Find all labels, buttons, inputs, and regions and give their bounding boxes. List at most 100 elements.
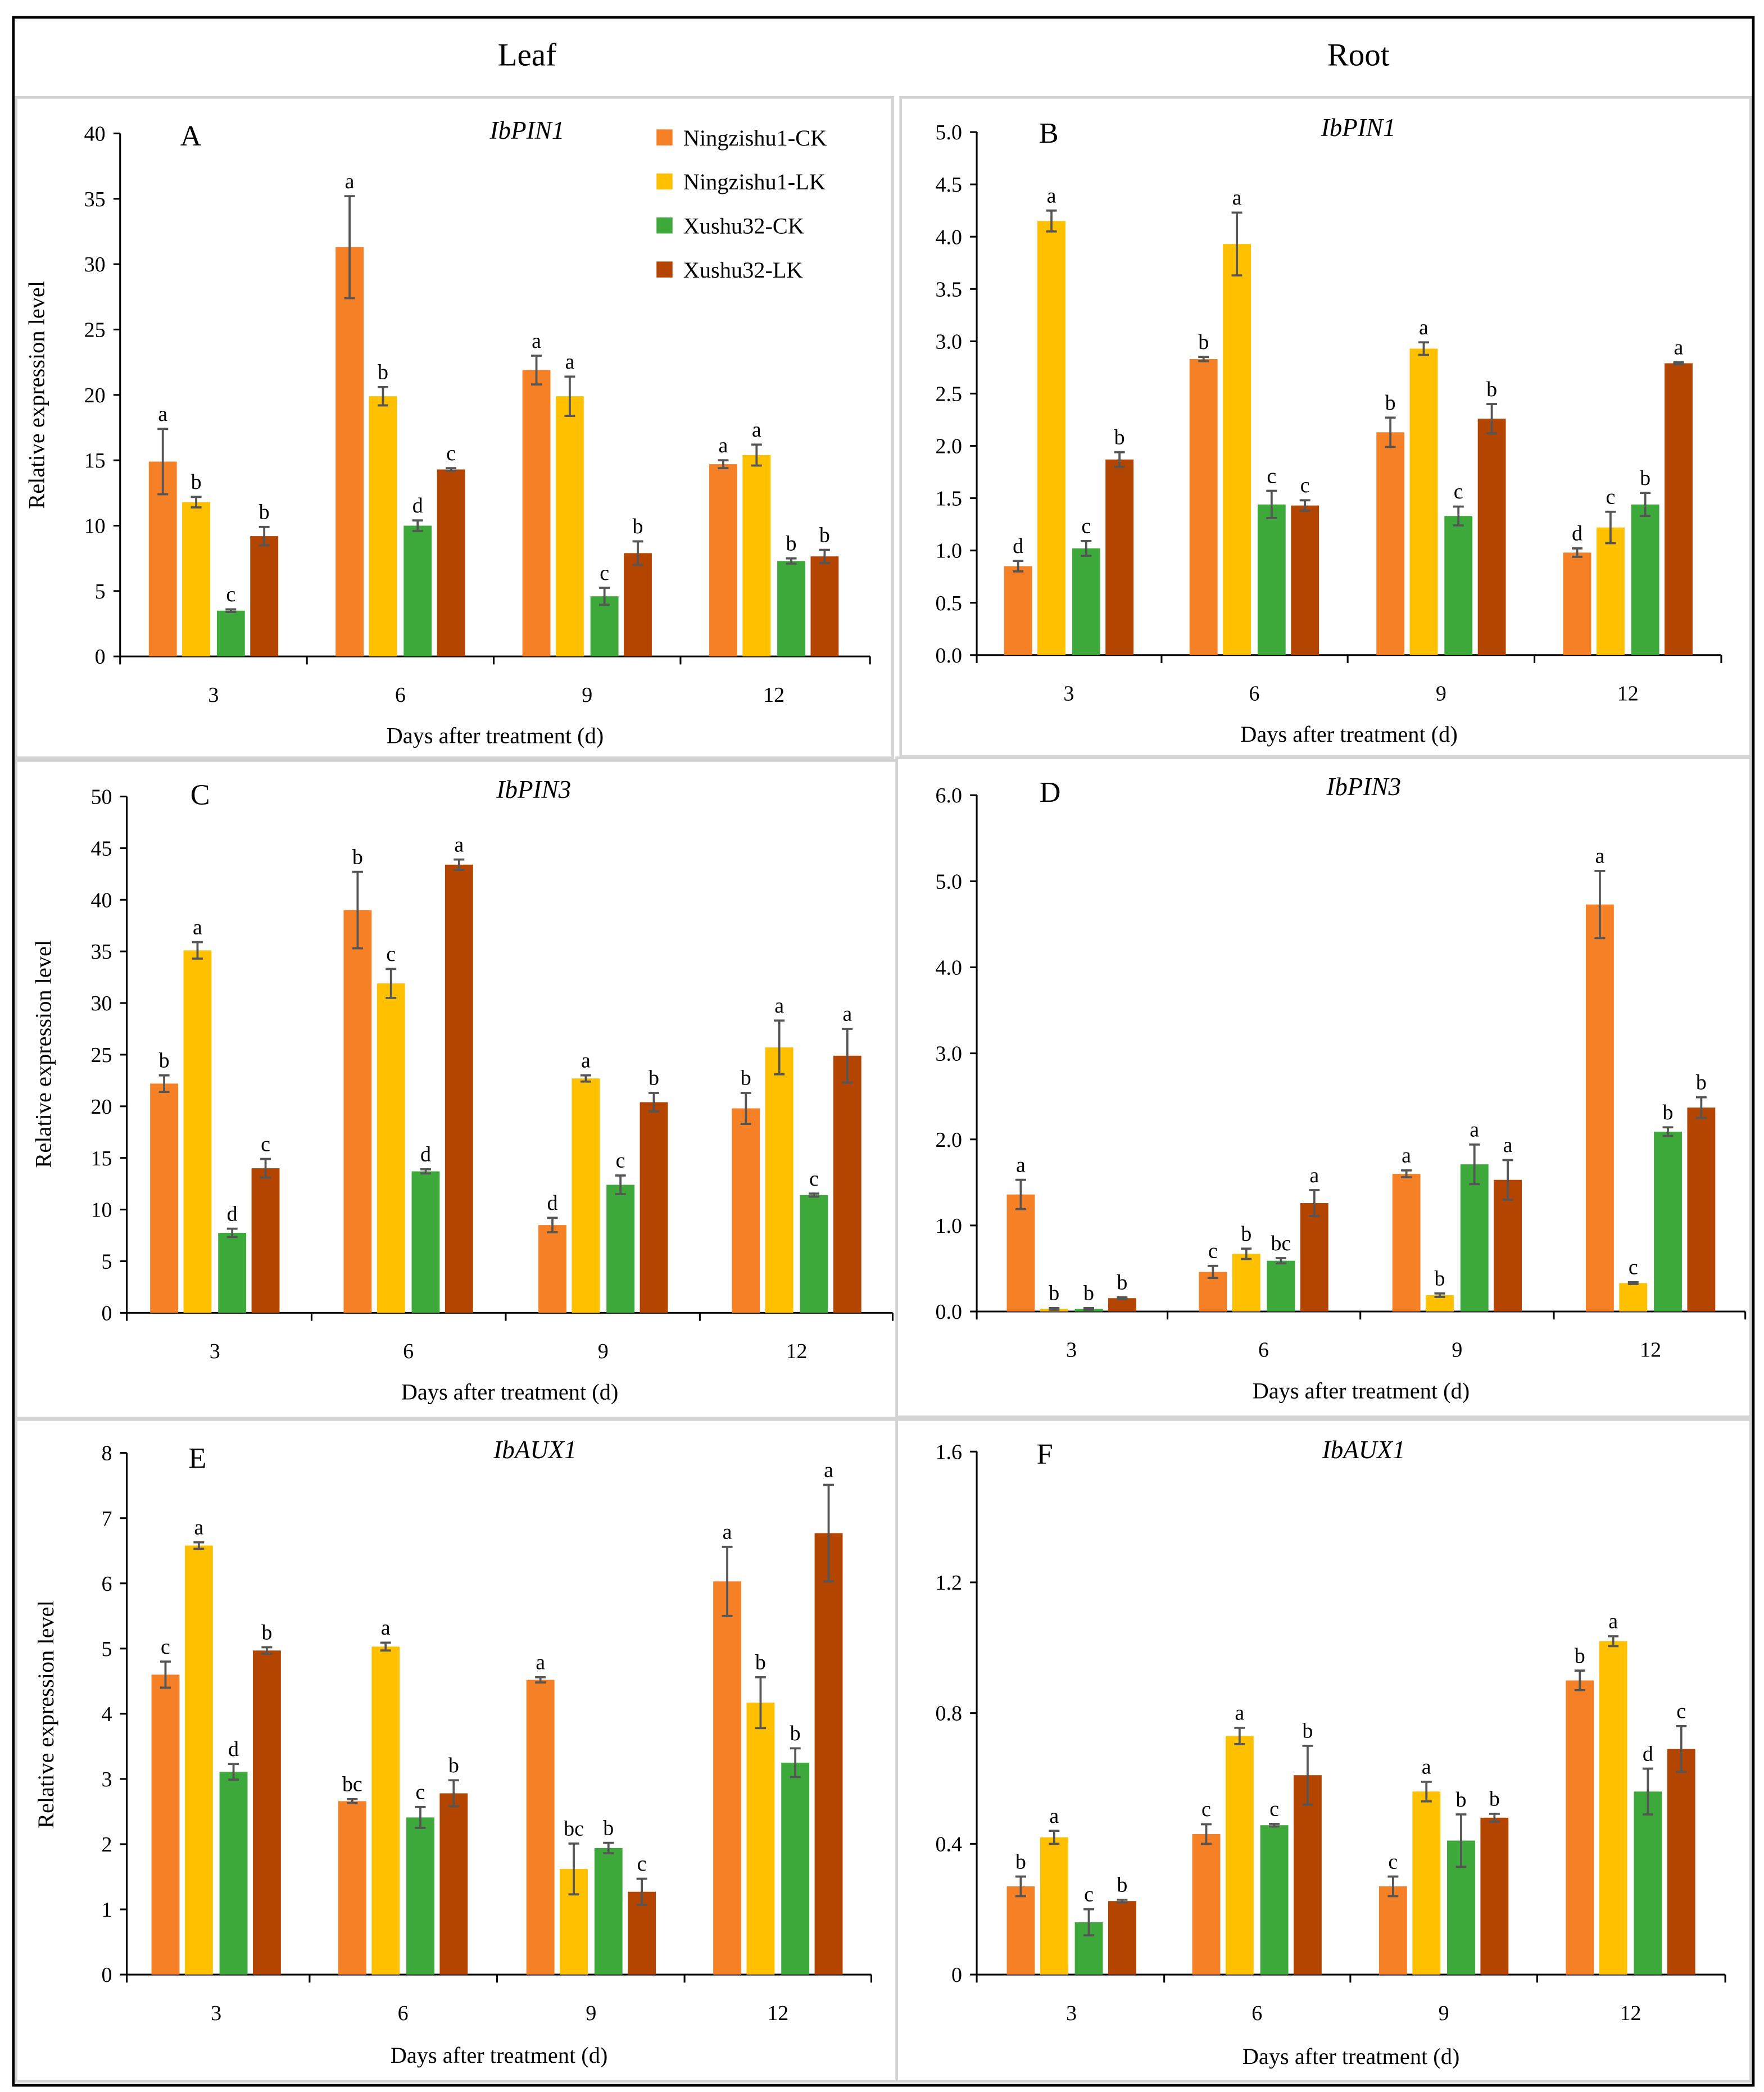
panel-letter: F <box>1037 1438 1053 1471</box>
bar-xushu32-ck-day12 <box>781 1762 810 1975</box>
significance-letter: c <box>1208 1240 1218 1263</box>
significance-letter: a <box>581 1049 591 1072</box>
bar-ningzishu1-lk-day12 <box>765 1047 793 1313</box>
significance-letter: b <box>1241 1222 1251 1246</box>
gene-title: IbPIN1 <box>1321 114 1396 142</box>
x-axis-title: Days after treatment (d) <box>401 1379 619 1405</box>
bar-ningzishu1-ck-day12 <box>1563 552 1591 655</box>
x-tick-label: 3 <box>1066 1338 1077 1362</box>
x-tick-label: 9 <box>598 1340 609 1363</box>
y-tick-label: 4.5 <box>935 173 962 197</box>
significance-letter: d <box>227 1202 238 1226</box>
y-tick-label: 0.4 <box>935 1832 962 1856</box>
significance-letter: b <box>1696 1070 1707 1094</box>
legend-label: Ningzishu1-CK <box>683 125 827 151</box>
bar-xushu32-ck-day3 <box>216 610 245 657</box>
significance-letter: bc <box>1271 1232 1291 1255</box>
x-tick-label: 9 <box>586 2002 596 2025</box>
y-tick-label: 4 <box>102 1703 112 1726</box>
y-tick-label: 1.6 <box>935 1440 962 1464</box>
significance-letter: b <box>448 1754 459 1777</box>
significance-letter: b <box>1198 330 1209 354</box>
significance-letter: d <box>228 1737 239 1761</box>
y-tick-label: 1.5 <box>935 487 962 511</box>
x-tick-label: 6 <box>1258 1338 1269 1362</box>
y-tick-label: 6.0 <box>935 784 962 807</box>
y-tick-label: 0 <box>95 645 106 669</box>
significance-letter: b <box>1117 1270 1127 1294</box>
x-tick-label: 6 <box>403 1340 414 1363</box>
significance-letter: a <box>532 329 541 353</box>
bar-ningzishu1-lk-day6 <box>1223 244 1251 655</box>
bar-ningzishu1-ck-day12 <box>709 464 737 657</box>
y-axis-title: Relative expression level <box>30 940 56 1168</box>
bar-ningzishu1-lk-day3 <box>183 950 212 1313</box>
significance-letter: a <box>1422 1755 1431 1779</box>
y-tick-label: 2.5 <box>935 382 962 406</box>
bar-xushu32-lk-day3 <box>1105 459 1134 655</box>
bar-xushu32-ck-day3 <box>219 1772 248 1975</box>
x-tick-label: 6 <box>398 2002 409 2025</box>
bar-ningzishu1-ck-day6 <box>343 910 372 1313</box>
bar-ningzishu1-lk-day9 <box>555 396 584 657</box>
y-tick-label: 15 <box>84 449 106 473</box>
bar-xushu32-ck-day9 <box>590 596 619 657</box>
bar-ningzishu1-ck-day9 <box>1378 1886 1407 1975</box>
bar-ningzishu1-lk-day3 <box>1040 1837 1068 1975</box>
significance-letter: b <box>786 532 797 555</box>
y-tick-label: 20 <box>84 384 106 407</box>
panel-letter: E <box>188 1442 206 1474</box>
y-tick-label: 0 <box>102 1301 112 1325</box>
bar-ningzishu1-ck-day3 <box>1006 1886 1035 1975</box>
bar-xushu32-ck-day3 <box>218 1232 247 1313</box>
y-tick-label: 35 <box>84 188 106 211</box>
bar-xushu32-lk-day3 <box>250 536 279 657</box>
bar-ningzishu1-ck-day12 <box>713 1581 742 1975</box>
y-tick-label: 3.0 <box>935 330 962 353</box>
significance-letter: a <box>194 1515 203 1539</box>
bar-ningzishu1-lk-day9 <box>572 1078 600 1313</box>
panel-letter: C <box>191 779 210 811</box>
significance-letter: a <box>752 418 761 442</box>
significance-letter: b <box>1114 425 1125 449</box>
bar-xushu32-ck-day9 <box>606 1185 635 1313</box>
significance-letter: c <box>226 583 235 606</box>
bar-ningzishu1-lk-day12 <box>1619 1283 1648 1312</box>
x-axis-title: Days after treatment (d) <box>391 2043 608 2068</box>
bar-xushu32-ck-day6 <box>1257 504 1286 655</box>
significance-letter: a <box>193 915 202 939</box>
significance-letter: b <box>755 1651 766 1674</box>
bar-ningzishu1-lk-day12 <box>1596 527 1625 655</box>
y-tick-label: 2.0 <box>935 435 962 459</box>
y-tick-label: 5.0 <box>935 870 962 893</box>
significance-letter: b <box>352 845 363 869</box>
gene-title: IbPIN1 <box>489 116 565 144</box>
bar-ningzishu1-lk-day6 <box>377 983 405 1313</box>
significance-letter: c <box>1629 1256 1638 1279</box>
significance-letter: d <box>1013 534 1023 558</box>
y-tick-label: 1.0 <box>935 539 962 563</box>
y-tick-label: 1.0 <box>935 1214 962 1238</box>
figure-border <box>12 16 1755 2087</box>
significance-letter: b <box>790 1722 801 1745</box>
significance-letter: a <box>1608 1610 1618 1633</box>
significance-letter: c <box>446 442 456 465</box>
significance-letter: c <box>261 1132 270 1156</box>
bar-xushu32-ck-day6 <box>411 1171 440 1313</box>
bar-xushu32-ck-day12 <box>800 1195 828 1313</box>
significance-letter: a <box>158 402 167 426</box>
y-tick-label: 0.0 <box>935 1300 962 1324</box>
panel-letter: D <box>1040 776 1061 809</box>
y-tick-label: 3.5 <box>935 278 962 301</box>
legend-label: Ningzishu1-LK <box>683 169 826 194</box>
x-axis-title: Days after treatment (d) <box>1242 2044 1460 2069</box>
significance-letter: c <box>1084 1882 1094 1906</box>
significance-letter: c <box>1606 485 1615 509</box>
bar-xushu32-ck-day9 <box>1460 1164 1489 1312</box>
y-axis-title: Relative expression level <box>24 281 49 509</box>
bar-xushu32-lk-day12 <box>810 556 839 657</box>
x-tick-label: 6 <box>1249 682 1259 706</box>
bar-xushu32-lk-day12 <box>833 1055 861 1313</box>
significance-letter: c <box>1267 464 1276 488</box>
